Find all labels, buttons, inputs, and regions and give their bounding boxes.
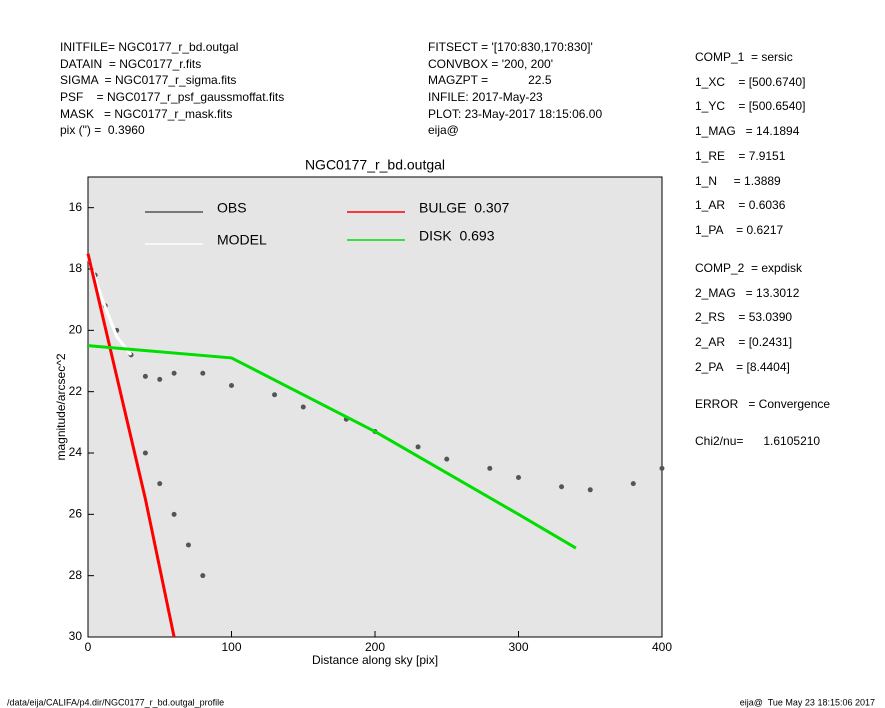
data-point (142, 450, 148, 456)
fit-parameter: COMP_1 = sersic (695, 50, 793, 64)
x-tick-label: 0 (85, 640, 92, 654)
data-point (157, 376, 163, 382)
fit-parameter: 1_N = 1.3889 (695, 174, 781, 188)
data-point (487, 465, 493, 471)
fit-parameter: 2_RS = 53.0390 (695, 310, 792, 324)
header-line: INFILE: 2017-May-23 (428, 90, 543, 104)
data-point (171, 511, 177, 517)
fit-parameter: COMP_2 = expdisk (695, 261, 803, 275)
data-point (142, 373, 148, 379)
header-line: pix (") = 0.3960 (60, 123, 145, 137)
data-point (229, 383, 234, 389)
y-axis-label: magnitude/arcsec^2 (54, 353, 68, 460)
fit-parameter: 2_AR = [0.2431] (695, 335, 792, 349)
fit-parameter: Chi2/nu= 1.6105210 (695, 434, 820, 448)
header-line: CONVBOX = '200, 200' (428, 57, 553, 71)
x-tick-label: 100 (221, 640, 241, 654)
header-line: MAGZPT = 22.5 (428, 73, 552, 87)
y-tick-label: 26 (69, 507, 83, 521)
header-line: eija@ (428, 123, 459, 137)
y-tick-label: 28 (69, 568, 83, 582)
data-point (630, 481, 636, 487)
data-point (444, 456, 450, 462)
data-point (200, 573, 206, 579)
fit-parameter: 1_MAG = 14.1894 (695, 124, 800, 138)
fit-parameter: 1_RE = 7.9151 (695, 149, 786, 163)
header-line: INITFILE= NGC0177_r_bd.outgal (60, 40, 238, 54)
fit-parameter: 1_XC = [500.6740] (695, 75, 805, 89)
header-line: MASK = NGC0177_r_mask.fits (60, 107, 232, 121)
x-axis-label: Distance along sky [pix] (312, 653, 438, 667)
header-line: PLOT: 23-May-2017 18:15:06.00 (428, 107, 602, 121)
data-line (87, 344, 577, 550)
footer-date: eija@ Tue May 23 18:15:06 2017 (740, 697, 875, 707)
fit-parameter: 1_PA = 0.6217 (695, 223, 784, 237)
data-point (171, 370, 177, 376)
fit-parameter: 2_PA = [8.4404] (695, 360, 790, 374)
data-point (659, 465, 665, 471)
header-line: DATAIN = NGC0177_r.fits (60, 57, 201, 71)
data-point (559, 484, 565, 490)
y-tick-label: 30 (69, 629, 83, 643)
data-point (200, 370, 206, 376)
data-point (415, 444, 421, 450)
header-line: FITSECT = '[170:830,170:830]' (428, 40, 593, 54)
legend-label: OBS (217, 200, 247, 216)
x-tick-label: 200 (365, 640, 385, 654)
y-tick-label: 22 (69, 384, 83, 398)
header-line: PSF = NGC0177_r_psf_gaussmoffat.fits (60, 90, 284, 104)
data-point (157, 481, 163, 487)
fit-parameter: 2_MAG = 13.3012 (695, 286, 800, 300)
x-tick-label: 400 (652, 640, 672, 654)
data-point (272, 392, 278, 398)
y-tick-label: 18 (69, 261, 83, 275)
y-tick-label: 24 (69, 445, 83, 459)
y-tick-label: 16 (69, 200, 83, 214)
fit-parameter: 1_YC = [500.6540] (695, 99, 805, 113)
legend-label: BULGE 0.307 (419, 200, 509, 216)
data-point (587, 487, 593, 493)
chart-title: NGC0177_r_bd.outgal (305, 157, 445, 173)
footer-path: /data/eija/CALIFA/p4.dir/NGC0177_r_bd.ou… (7, 697, 224, 707)
legend-label: DISK 0.693 (419, 228, 495, 244)
y-tick-label: 20 (69, 323, 83, 337)
header-line: SIGMA = NGC0177_r_sigma.fits (60, 73, 236, 87)
data-line (86, 253, 176, 638)
data-point (300, 404, 306, 410)
fit-parameter: 1_AR = 0.6036 (695, 198, 786, 212)
x-tick-label: 300 (508, 640, 528, 654)
fit-parameter: ERROR = Convergence (695, 397, 830, 411)
plot-area (87, 176, 663, 638)
data-point (185, 542, 191, 548)
legend-label: MODEL (217, 232, 267, 248)
data-point (516, 475, 521, 481)
